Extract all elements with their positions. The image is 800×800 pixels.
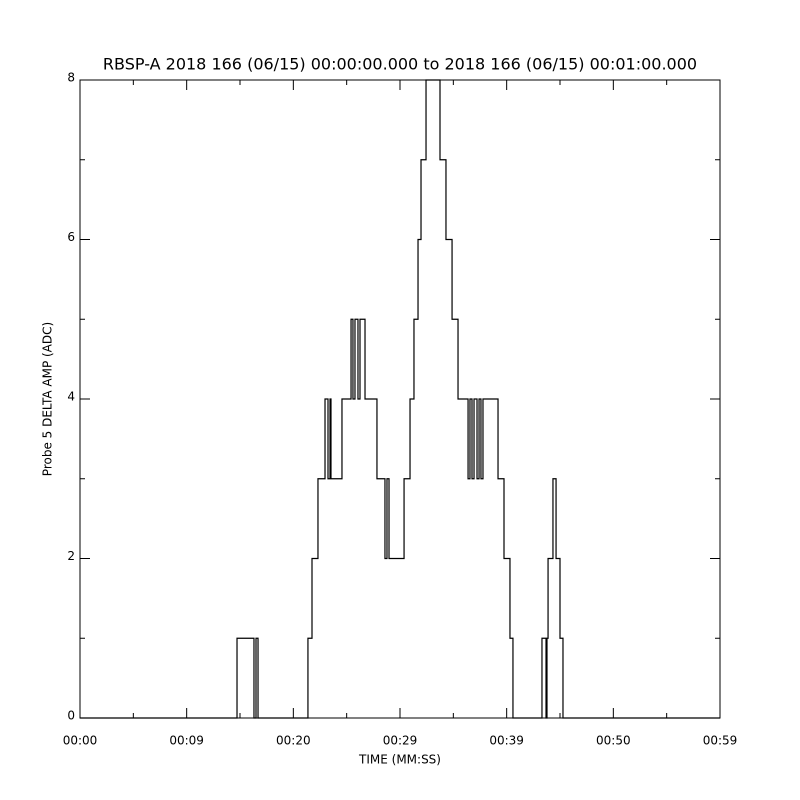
y-tick-label: 4 xyxy=(67,390,75,404)
x-tick-label: 00:00 xyxy=(63,734,98,748)
x-tick-label: 00:59 xyxy=(703,734,738,748)
y-tick-label: 0 xyxy=(67,709,75,723)
chart-title: RBSP-A 2018 166 (06/15) 00:00:00.000 to … xyxy=(103,55,697,74)
y-axis-label: Probe 5 DELTA AMP (ADC) xyxy=(41,322,55,476)
plot-frame xyxy=(79,79,721,719)
x-tick-label: 00:20 xyxy=(276,734,311,748)
x-axis-label: TIME (MM:SS) xyxy=(358,753,441,767)
x-tick-label: 00:39 xyxy=(489,734,524,748)
y-tick-label: 8 xyxy=(67,71,75,85)
x-tick-label: 00:09 xyxy=(169,734,204,748)
x-tick-label: 00:50 xyxy=(596,734,631,748)
data-line xyxy=(80,79,720,719)
y-tick-label: 6 xyxy=(67,230,75,244)
x-tick-label: 00:29 xyxy=(383,734,418,748)
y-tick-label: 2 xyxy=(67,549,75,563)
